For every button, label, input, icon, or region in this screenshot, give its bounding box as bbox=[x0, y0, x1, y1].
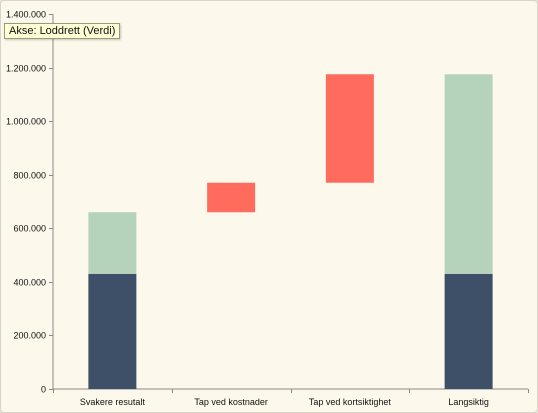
x-category-label: Tap ved kortsiktighet bbox=[309, 397, 392, 407]
x-category-label: Tap ved kostnader bbox=[194, 397, 268, 407]
y-tick-label: 800.000 bbox=[13, 171, 46, 181]
bar-segment-loss[interactable] bbox=[207, 182, 256, 213]
y-tick-label: 600.000 bbox=[13, 224, 46, 234]
y-tick-label: 1.200.000 bbox=[6, 64, 46, 74]
labels: 0 200.000 400.000 600.000 800.000 1.000.000 1.… bbox=[6, 10, 489, 408]
x-category-label: Langsiktig bbox=[448, 397, 489, 407]
x-category-label: Svakere resutalt bbox=[80, 397, 146, 407]
y-tick-label: 400.000 bbox=[13, 278, 46, 288]
y-tick-label: 200.000 bbox=[13, 331, 46, 341]
bar-segment-loss[interactable] bbox=[325, 74, 374, 183]
bar-segment-increase[interactable] bbox=[88, 212, 137, 274]
bar-segment-base[interactable] bbox=[444, 273, 493, 389]
y-tick-label: 1.400.000 bbox=[6, 10, 46, 20]
bar-segment-base[interactable] bbox=[88, 273, 137, 389]
bar-segment-increase[interactable] bbox=[444, 74, 493, 274]
y-tick-label: 0 bbox=[41, 385, 46, 395]
bars bbox=[88, 74, 493, 389]
axis-tooltip: Akse: Loddrett (Verdi) bbox=[4, 23, 121, 39]
y-tick-label: 1.000.000 bbox=[6, 117, 46, 127]
